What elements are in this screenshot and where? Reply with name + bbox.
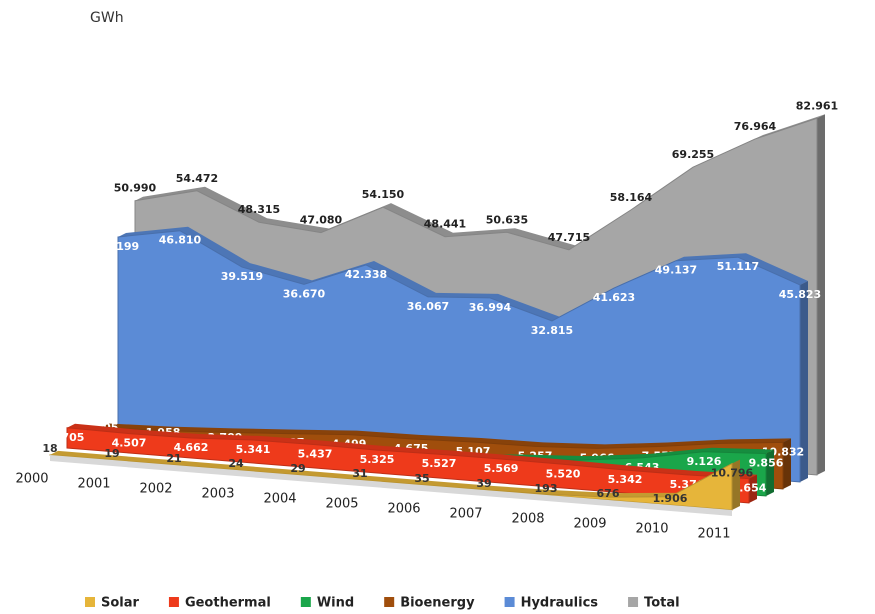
floor — [50, 455, 732, 516]
data-label: 676 — [597, 487, 620, 500]
x-tick-label: 2002 — [139, 482, 172, 497]
legend-swatch — [504, 597, 515, 607]
data-label: 50.990 — [114, 182, 157, 195]
x-tick-label: 2010 — [635, 522, 668, 537]
data-label: 31 — [352, 467, 367, 480]
data-label: 35 — [414, 472, 429, 485]
area — [66, 427, 750, 504]
data-label: 39 — [476, 477, 491, 490]
data-label: 5.341 — [236, 443, 271, 456]
data-label: 36.067 — [407, 300, 449, 313]
legend-swatch — [300, 597, 311, 607]
data-label: 36.994 — [469, 301, 512, 314]
legend-swatch — [168, 597, 179, 607]
data-label: 9.126 — [687, 455, 722, 468]
data-label: 5.569 — [484, 462, 519, 475]
legend-label: Wind — [317, 596, 354, 611]
data-label: 42.338 — [345, 268, 387, 281]
x-tick-label: 2007 — [449, 507, 482, 522]
legend-label: Solar — [101, 596, 140, 611]
legend-swatch — [628, 597, 639, 607]
data-label: 5.520 — [546, 467, 581, 480]
x-tick-label: 2001 — [77, 477, 110, 492]
data-label: 29 — [290, 462, 305, 475]
legend-label: Bioenergy — [400, 596, 475, 611]
data-label: 36.670 — [283, 287, 326, 300]
x-tick-label: 2004 — [263, 492, 296, 507]
legend-label: Geothermal — [185, 596, 271, 611]
legend-label: Total — [644, 596, 680, 611]
x-tick-label: 2009 — [573, 517, 606, 532]
data-label: 46.810 — [159, 234, 202, 247]
data-label: 76.964 — [734, 120, 777, 133]
y-axis-label: GWh — [90, 10, 124, 26]
data-label: 4.662 — [174, 441, 209, 454]
data-label: 5.325 — [360, 453, 395, 466]
area-side — [732, 459, 740, 510]
data-label: 47.080 — [300, 214, 343, 227]
x-tick-label: 2011 — [697, 527, 730, 542]
area-side — [749, 474, 757, 503]
data-label: 24 — [228, 457, 244, 470]
x-tick-label: 2003 — [201, 487, 234, 502]
legend-label: Hydraulics — [521, 596, 599, 611]
data-label: 49.137 — [655, 264, 697, 277]
legend-swatch — [384, 597, 395, 607]
data-label: 5.654 — [732, 482, 767, 495]
data-label: 44.199 — [97, 240, 139, 253]
data-label: 50.635 — [486, 213, 528, 226]
data-label: 1.906 — [653, 492, 688, 505]
data-label: 5.342 — [608, 473, 643, 486]
data-label: 58.164 — [610, 191, 653, 204]
data-label: 69.255 — [672, 148, 714, 161]
data-label: 48.315 — [238, 203, 280, 216]
data-label: 4.705 — [50, 431, 85, 444]
area-side — [783, 438, 791, 489]
x-tick-label: 2000 — [15, 472, 48, 487]
data-label: 54.150 — [362, 188, 405, 201]
data-label: 32.815 — [531, 324, 573, 337]
data-label: 39.519 — [221, 270, 263, 283]
data-label: 51.117 — [717, 260, 759, 273]
data-label: 18 — [42, 442, 57, 455]
data-label: 54.472 — [176, 172, 218, 185]
x-tick-label: 2006 — [387, 502, 420, 517]
data-label: 5.437 — [298, 448, 333, 461]
data-label: 19 — [104, 447, 119, 460]
data-label: 193 — [535, 482, 558, 495]
area-depth — [101, 423, 791, 449]
data-label: 5.527 — [422, 457, 457, 470]
data-label: 9.856 — [749, 457, 784, 470]
area-side — [800, 280, 808, 482]
data-label: 41.623 — [593, 291, 635, 304]
data-label: 10.796 — [711, 467, 754, 480]
data-label: 21 — [166, 452, 181, 465]
x-tick-label: 2005 — [325, 497, 358, 512]
data-label: 45.823 — [779, 288, 821, 301]
area-depth — [67, 423, 757, 479]
data-label: 47.715 — [548, 231, 590, 244]
data-label: 82.961 — [796, 99, 838, 112]
legend-swatch — [85, 597, 95, 607]
area-side — [817, 114, 825, 475]
data-label: 48.441 — [424, 218, 466, 231]
area-depth — [456, 447, 774, 461]
x-tick-label: 2008 — [511, 512, 544, 527]
area-side — [766, 449, 774, 496]
data-label: 4.507 — [112, 437, 147, 450]
